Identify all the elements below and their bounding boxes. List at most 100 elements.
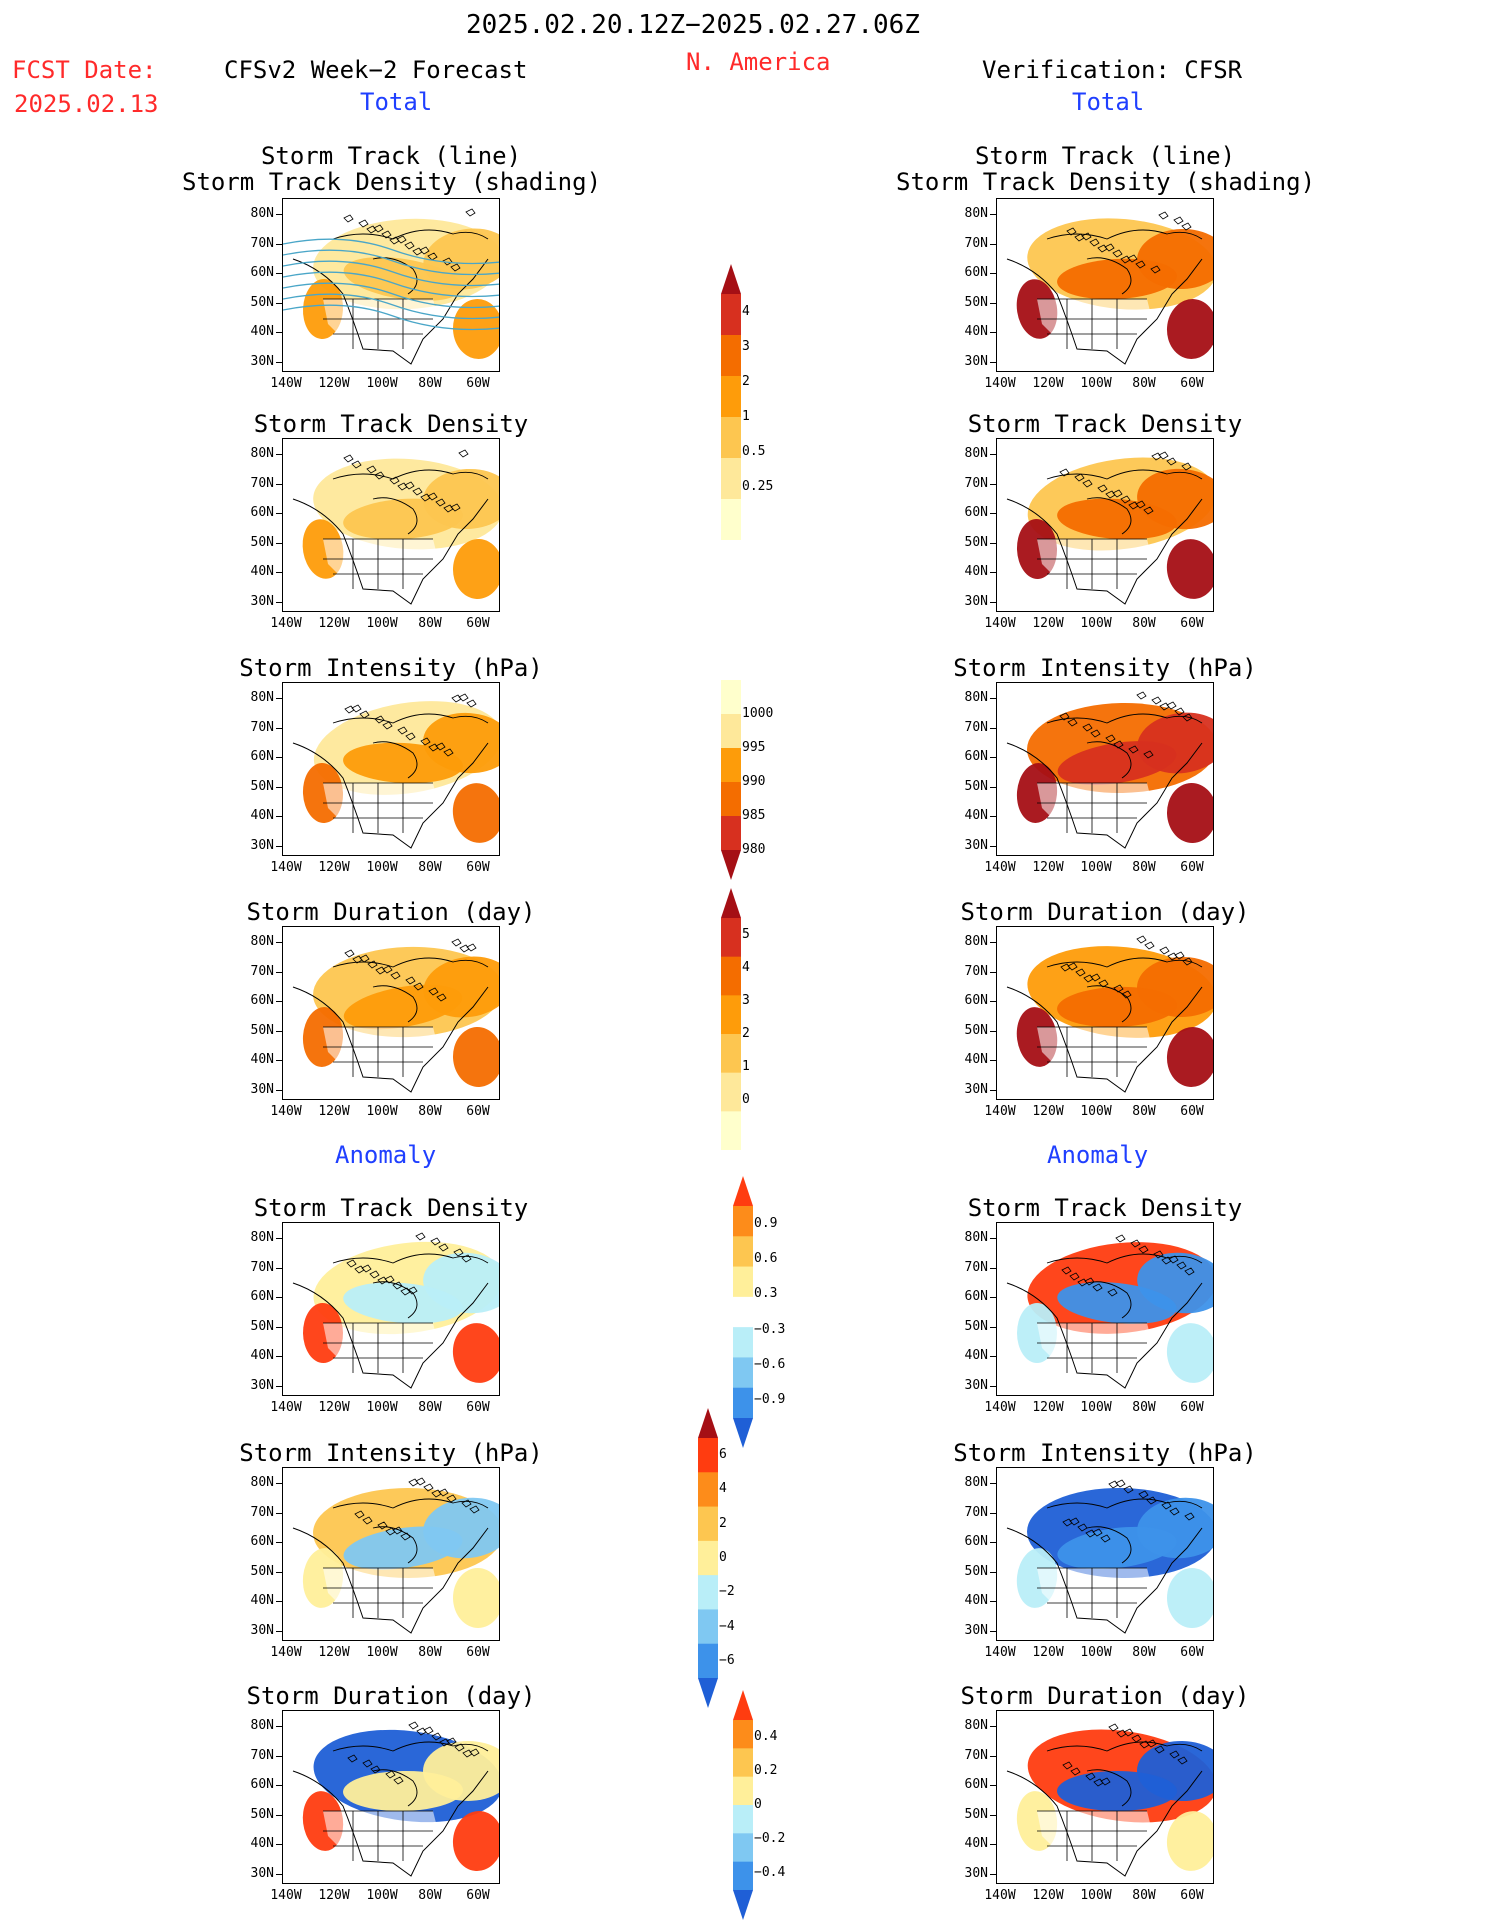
map-panel [996, 1467, 1214, 1641]
lat-tick [990, 302, 996, 304]
colorbar-label: 995 [742, 740, 766, 755]
panel-title: Storm Track Density [967, 1194, 1243, 1222]
lat-tick [990, 1483, 996, 1484]
fcst-date-value: 2025.02.13 [14, 90, 159, 118]
lat-label: 70N [964, 1259, 988, 1275]
lat-tick [990, 1755, 996, 1757]
colorbar-label: 4 [742, 959, 750, 975]
lat-tick [276, 816, 282, 817]
lat-label: 60N [250, 1534, 274, 1549]
lon-label: 80W [418, 1888, 442, 1903]
lon-label: 100W [1080, 376, 1112, 391]
lon-label: 60W [1180, 1400, 1204, 1415]
colorbar-label: 0.4 [754, 1729, 778, 1744]
lat-tick [990, 1326, 996, 1328]
lat-tick [990, 698, 996, 699]
lon-label: 140W [984, 860, 1016, 875]
lat-label: 30N [250, 837, 274, 853]
lon-label: 80W [1132, 616, 1156, 631]
lon-label: 60W [1180, 860, 1204, 875]
lat-tick [990, 1385, 996, 1387]
lon-label: 140W [270, 1888, 302, 1903]
lat-tick [990, 542, 996, 544]
lat-label: 40N [250, 1348, 274, 1363]
lat-tick [990, 572, 996, 573]
lat-tick [990, 1030, 996, 1032]
colorbar-label: 3 [742, 338, 750, 354]
lon-label: 100W [1080, 1400, 1112, 1415]
anomaly-right-label: Anomaly [1047, 1141, 1149, 1169]
lat-tick [990, 845, 996, 847]
lat-tick [276, 1755, 282, 1757]
lat-tick [276, 302, 282, 304]
lat-tick [276, 971, 282, 973]
lon-label: 80W [1132, 1104, 1156, 1119]
lat-tick [990, 1542, 996, 1543]
panel-title: Storm Track Density [253, 410, 529, 438]
lat-label: 80N [250, 446, 274, 461]
lat-label: 40N [964, 564, 988, 579]
lon-label: 120W [1032, 1645, 1064, 1660]
colorbar-label: −2 [719, 1584, 735, 1600]
lat-tick [990, 1001, 996, 1002]
lon-label: 140W [270, 1104, 302, 1119]
lat-tick [990, 513, 996, 514]
lon-label: 60W [1180, 1888, 1204, 1903]
lat-label: 60N [250, 265, 274, 280]
lat-tick [276, 1385, 282, 1387]
lat-label: 30N [964, 1622, 988, 1638]
lat-label: 30N [250, 1865, 274, 1881]
colorbar-label: 985 [742, 808, 766, 823]
lat-tick [276, 332, 282, 333]
lat-tick [276, 273, 282, 274]
lat-label: 70N [964, 475, 988, 491]
map-panel [996, 926, 1214, 1100]
lon-label: 120W [318, 860, 350, 875]
lat-tick [276, 1571, 282, 1573]
panel-title: Storm Duration (day) [960, 1682, 1250, 1710]
lat-label: 60N [250, 505, 274, 520]
lon-label: 100W [366, 1104, 398, 1119]
lat-label: 30N [964, 1377, 988, 1393]
lon-label: 60W [1180, 616, 1204, 631]
anomaly-left-label: Anomaly [335, 1141, 437, 1169]
colorbar-label: 0.5 [742, 444, 766, 460]
colorbar-label: 2 [742, 373, 750, 389]
colorbar-label: −4 [719, 1618, 735, 1634]
lat-label: 70N [964, 235, 988, 251]
lat-tick [990, 1356, 996, 1357]
lat-label: 70N [250, 475, 274, 491]
lat-label: 80N [964, 1230, 988, 1245]
colorbar-label: 0 [754, 1797, 762, 1812]
lat-tick [276, 1238, 282, 1239]
lat-label: 60N [964, 1534, 988, 1549]
map-panel [996, 1222, 1214, 1396]
panel-title: Storm Track (line) [974, 142, 1236, 170]
lat-label: 40N [250, 1836, 274, 1851]
panel-title: Storm Intensity (hPa) [953, 654, 1257, 682]
lat-tick [276, 1726, 282, 1727]
colorbar-label: 6 [719, 1447, 727, 1463]
colorbar-label: −0.3 [754, 1321, 786, 1337]
lat-label: 50N [250, 294, 274, 310]
lat-label: 60N [964, 1777, 988, 1792]
lat-label: 50N [250, 1022, 274, 1038]
lat-tick [276, 1814, 282, 1816]
lat-tick [990, 1601, 996, 1602]
lat-tick [276, 1483, 282, 1484]
lat-tick [276, 1030, 282, 1032]
lon-label: 60W [466, 376, 490, 391]
lon-label: 140W [270, 376, 302, 391]
lat-label: 70N [250, 963, 274, 979]
colorbar-label: 980 [742, 842, 766, 857]
lat-label: 70N [250, 1259, 274, 1275]
lat-label: 70N [964, 963, 988, 979]
region-title: N. America [686, 48, 831, 76]
lat-tick [276, 1844, 282, 1845]
panel-title: Storm Track (line) [260, 142, 522, 170]
panel-title: Storm Intensity (hPa) [953, 1439, 1257, 1467]
lon-label: 100W [366, 616, 398, 631]
lat-label: 30N [250, 1081, 274, 1097]
lon-label: 120W [1032, 376, 1064, 391]
left-column-title: CFSv2 Week−2 Forecast [224, 56, 528, 84]
